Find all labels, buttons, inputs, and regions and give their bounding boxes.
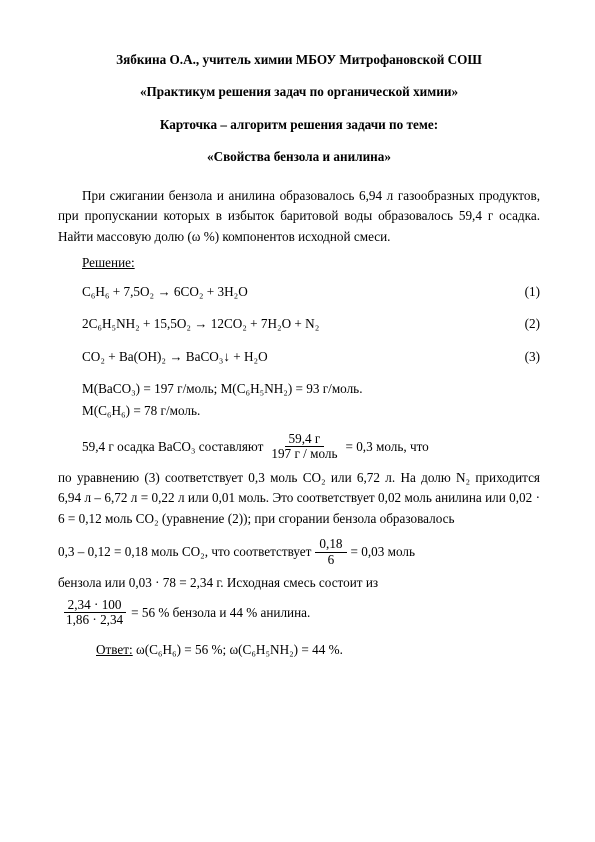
calc-percent: 2,34 · 100 1,86 · 2,34 = 56 % бензола и … [58,598,540,628]
solution-label: Решение: [58,253,540,273]
equation-2-text: 2C₆H₅NH₂ + 15,5O₂ → 12CO₂ + 7H₂O + N₂ [82,314,512,334]
frac-den: 6 [324,553,339,568]
equation-2-num: (2) [512,314,540,334]
calc-percent-frac: 2,34 · 100 1,86 · 2,34 [62,598,127,628]
answer-text: ω(C₆H₆) = 56 %; ω(C₆H₅NH₂) = 44 %. [133,642,343,657]
molar-mass-1: M(BaCO₃) = 197 г/моль; M(C₆H₅NH₂) = 93 г… [58,379,540,399]
answer-label: Ответ: [96,642,133,657]
calc-baco3-post: = 0,3 моль, что [345,437,428,457]
frac-num: 0,18 [315,537,346,553]
equation-2: 2C₆H₅NH₂ + 15,5O₂ → 12CO₂ + 7H₂O + N₂ (2… [58,314,540,334]
equation-3-text: CO₂ + Ba(OH)₂ → BaCO₃↓ + H₂O [82,347,512,367]
equation-3: CO₂ + Ba(OH)₂ → BaCO₃↓ + H₂O (3) [58,347,540,367]
calc-percent-post: = 56 % бензола и 44 % анилина. [131,603,310,623]
calc-co2-benzene: 0,3 – 0,12 = 0,18 моль CO₂, что соответс… [58,537,540,567]
equation-1: C₆H₆ + 7,5O₂ → 6CO₂ + 3H₂O (1) [58,282,540,302]
page: Зябкина О.А., учитель химии МБОУ Митрофа… [0,0,595,700]
explanation-2: бензола или 0,03 · 78 = 2,34 г. Исходная… [58,573,540,593]
frac-num: 2,34 · 100 [64,598,126,614]
equation-3-num: (3) [512,347,540,367]
equation-1-text: C₆H₆ + 7,5O₂ → 6CO₂ + 3H₂O [82,282,512,302]
frac-den: 1,86 · 2,34 [62,613,127,628]
answer: Ответ: ω(C₆H₆) = 56 %; ω(C₆H₅NH₂) = 44 %… [58,640,540,660]
calc-baco3-pre: 59,4 г осадка BaCO₃ составляют [82,437,263,457]
author-line: Зябкина О.А., учитель химии МБОУ Митрофа… [58,50,540,70]
title-card: Карточка – алгоритм решения задачи по те… [58,115,540,135]
frac-den: 197 г / моль [267,447,341,462]
calc-baco3: 59,4 г осадка BaCO₃ составляют 59,4 г 19… [58,432,540,462]
equation-1-num: (1) [512,282,540,302]
title-practicum: «Практикум решения задач по органической… [58,82,540,102]
calc-co2-frac: 0,18 6 [315,537,346,567]
molar-mass-2: M(C₆H₆) = 78 г/моль. [58,401,540,421]
explanation-1: по уравнению (3) соответствует 0,3 моль … [58,468,540,529]
calc-co2-post: = 0,03 моль [351,542,415,562]
title-topic: «Свойства бензола и анилина» [58,147,540,167]
problem-statement: При сжигании бензола и анилина образовал… [58,186,540,247]
calc-baco3-frac: 59,4 г 197 г / моль [267,432,341,462]
frac-num: 59,4 г [285,432,325,448]
calc-co2-pre: 0,3 – 0,12 = 0,18 моль CO₂, что соответс… [58,542,311,562]
